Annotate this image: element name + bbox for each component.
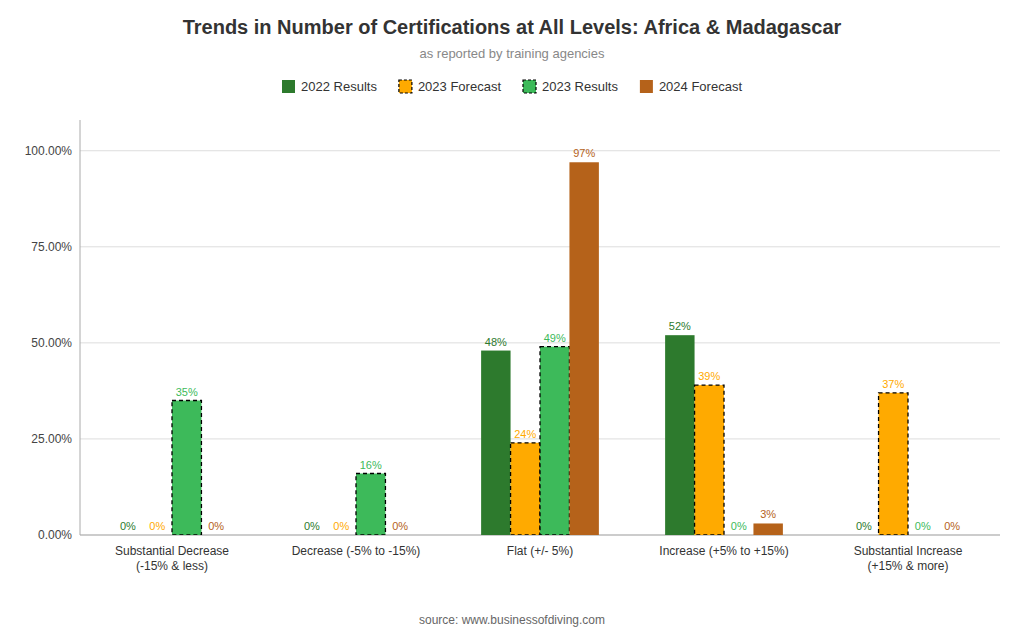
- x-tick-label-line: Substantial Decrease: [115, 544, 229, 558]
- bar: [695, 385, 724, 535]
- y-tick-label: 75.00%: [31, 240, 72, 254]
- grid-line: [80, 150, 1000, 151]
- legend-label: 2022 Results: [301, 79, 377, 94]
- data-label: 0%: [915, 520, 931, 532]
- data-label: 97%: [573, 147, 595, 159]
- bar-border: [511, 443, 540, 535]
- bar-border: [172, 401, 201, 535]
- bar: [201, 535, 230, 536]
- legend-item: 2022 Results: [282, 79, 377, 94]
- bars: [172, 162, 908, 535]
- y-tick-label: 25.00%: [31, 432, 72, 446]
- x-tick-label-line: Flat (+/- 5%): [507, 544, 573, 558]
- bar: [937, 535, 966, 536]
- legend-swatch: [282, 80, 295, 93]
- legend: 2022 Results 2023 Forecast 2023 Results 202…: [282, 79, 742, 94]
- y-tick-label: 100.00%: [25, 144, 73, 158]
- legend-item: 2023 Forecast: [399, 79, 501, 94]
- legend-label: 2023 Results: [542, 79, 618, 94]
- chart: Trends in Number of Certifications at Al…: [0, 0, 1024, 634]
- data-label: 0%: [333, 520, 349, 532]
- bar: [665, 335, 694, 535]
- data-label: 0%: [856, 520, 872, 532]
- data-label: 35%: [176, 386, 198, 398]
- x-tick-label-line: Increase (+5% to +15%): [659, 544, 788, 558]
- data-label: 0%: [731, 520, 747, 532]
- bar: [540, 347, 569, 535]
- legend-label: 2023 Forecast: [418, 79, 501, 94]
- bar-border: [540, 347, 569, 535]
- x-tick-label: Increase (+5% to +15%): [659, 544, 788, 558]
- bar: [172, 401, 201, 535]
- bar: [511, 443, 540, 535]
- data-label: 49%: [544, 332, 566, 344]
- x-tick-label: Flat (+/- 5%): [507, 544, 573, 558]
- data-label: 48%: [485, 336, 507, 348]
- bar: [385, 535, 414, 536]
- data-label: 0%: [120, 520, 136, 532]
- data-label: 0%: [304, 520, 320, 532]
- bar: [113, 535, 142, 536]
- data-labels: 0% 0% 48% 52% 0% 0% 0% 24% 39% 37% 35% 16% 49% 0% 0% 0%…: [120, 147, 960, 532]
- legend-item: 2024 Forecast: [640, 79, 742, 94]
- legend-item: 2023 Results: [523, 79, 618, 94]
- x-tick-label-line: (+15% & more): [867, 559, 948, 573]
- data-label: 39%: [698, 370, 720, 382]
- data-label: 0%: [944, 520, 960, 532]
- bar: [849, 535, 878, 536]
- data-label: 52%: [669, 320, 691, 332]
- data-label: 0%: [208, 520, 224, 532]
- legend-swatch: [399, 80, 412, 93]
- bar: [753, 523, 782, 535]
- bar: [297, 535, 326, 536]
- grid-line: [80, 246, 1000, 247]
- bar: [724, 535, 753, 536]
- annotation: source: www.businessofdiving.com: [419, 613, 605, 627]
- bar: [879, 393, 908, 535]
- legend-swatch: [523, 80, 536, 93]
- x-tick-label-line: Substantial Increase: [854, 544, 963, 558]
- y-tick-label: 0.00%: [38, 528, 72, 542]
- x-tick-label: Substantial Decrease(-15% & less): [115, 544, 229, 573]
- x-tick-label-line: Decrease (-5% to -15%): [292, 544, 421, 558]
- y-tick-label: 50.00%: [31, 336, 72, 350]
- bar-border: [695, 385, 724, 535]
- bar: [143, 535, 172, 536]
- x-tick-label: Decrease (-5% to -15%): [292, 544, 421, 558]
- data-label: 0%: [149, 520, 165, 532]
- x-tick-label-line: (-15% & less): [136, 559, 208, 573]
- bar-border: [879, 393, 908, 535]
- bar: [356, 474, 385, 535]
- bar-border: [356, 474, 385, 535]
- legend-swatch: [640, 80, 653, 93]
- bar: [327, 535, 356, 536]
- bar: [569, 162, 598, 535]
- bar: [481, 351, 510, 535]
- x-tick-label: Substantial Increase(+15% & more): [854, 544, 963, 573]
- subtitle: as reported by training agencies: [419, 46, 605, 61]
- data-label: 3%: [760, 508, 776, 520]
- y-axis-line: [80, 120, 81, 535]
- title: Trends in Number of Certifications at Al…: [183, 16, 842, 38]
- legend-label: 2024 Forecast: [659, 79, 742, 94]
- bar: [908, 535, 937, 536]
- data-label: 37%: [882, 378, 904, 390]
- data-label: 0%: [392, 520, 408, 532]
- data-label: 16%: [360, 459, 382, 471]
- grid-line: [80, 342, 1000, 343]
- data-label: 24%: [514, 428, 536, 440]
